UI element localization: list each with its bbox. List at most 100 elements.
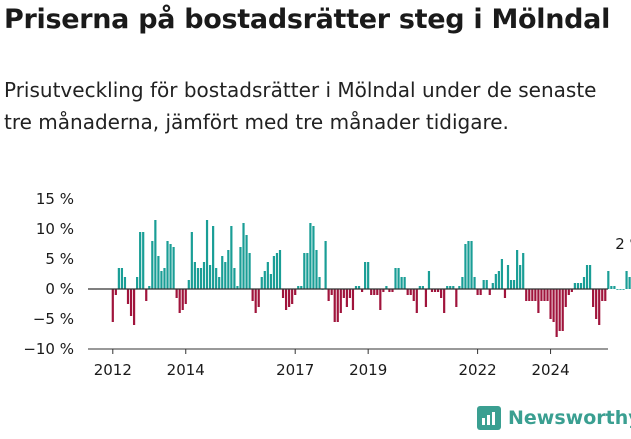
bar bbox=[592, 289, 595, 307]
bar bbox=[324, 241, 327, 289]
bar bbox=[233, 268, 236, 289]
bar bbox=[291, 289, 294, 304]
bar bbox=[351, 289, 355, 310]
bar bbox=[166, 241, 169, 289]
y-tick-label: 10 % bbox=[36, 220, 74, 238]
bar bbox=[537, 289, 540, 313]
bar bbox=[272, 256, 276, 289]
bar bbox=[357, 286, 361, 289]
bar bbox=[263, 271, 266, 289]
bar bbox=[148, 286, 151, 289]
bar bbox=[120, 268, 124, 289]
y-tick-label: 15 % bbox=[36, 190, 74, 208]
bar bbox=[339, 289, 342, 313]
bar bbox=[163, 268, 166, 289]
bar bbox=[275, 253, 279, 289]
bar bbox=[585, 265, 589, 289]
bar bbox=[509, 280, 513, 289]
bar bbox=[534, 289, 537, 301]
bar bbox=[318, 277, 321, 289]
newsworthy-logo: Newsworthy bbox=[476, 405, 631, 431]
x-tick-label: 2022 bbox=[459, 361, 497, 379]
bar bbox=[215, 268, 218, 289]
bar bbox=[205, 220, 209, 289]
bar bbox=[345, 289, 348, 307]
bar bbox=[288, 289, 291, 307]
bar bbox=[452, 286, 455, 289]
bar bbox=[391, 289, 394, 292]
bar bbox=[367, 262, 370, 289]
bar bbox=[458, 286, 461, 289]
bar bbox=[111, 289, 114, 322]
bar bbox=[373, 289, 376, 295]
bar bbox=[573, 283, 576, 289]
bar bbox=[424, 289, 428, 307]
bar bbox=[403, 277, 406, 289]
bar bbox=[266, 262, 269, 289]
y-tick-label: −5 % bbox=[33, 310, 74, 328]
bar bbox=[354, 286, 358, 289]
bar bbox=[294, 289, 297, 295]
bar bbox=[607, 271, 610, 289]
bar bbox=[123, 277, 127, 289]
bar bbox=[212, 226, 215, 289]
bar bbox=[482, 280, 485, 289]
bar bbox=[443, 289, 446, 313]
bar bbox=[196, 268, 200, 289]
bar bbox=[142, 232, 145, 289]
bar bbox=[467, 241, 470, 289]
bar bbox=[297, 286, 300, 289]
bar bbox=[604, 289, 607, 301]
bar bbox=[126, 289, 130, 304]
bar bbox=[242, 223, 245, 289]
bar bbox=[303, 253, 306, 289]
x-tick-label: 2017 bbox=[276, 361, 314, 379]
bar bbox=[360, 289, 364, 292]
bar bbox=[315, 250, 318, 289]
bar bbox=[382, 289, 385, 292]
bar bbox=[114, 289, 117, 295]
bar bbox=[449, 286, 452, 289]
bar bbox=[601, 289, 604, 301]
bar bbox=[491, 283, 494, 289]
bar bbox=[497, 271, 500, 289]
bar bbox=[479, 289, 482, 295]
bar bbox=[336, 289, 339, 322]
bar bbox=[470, 241, 473, 289]
bar bbox=[306, 253, 309, 289]
bar bbox=[485, 280, 488, 289]
bar bbox=[348, 289, 352, 298]
bar bbox=[433, 289, 437, 292]
bar bbox=[610, 286, 613, 289]
bar bbox=[379, 289, 382, 310]
bar bbox=[236, 286, 239, 289]
bar bbox=[476, 289, 479, 295]
bar bbox=[598, 289, 601, 325]
latest-value-label: 2 % bbox=[615, 235, 631, 253]
bar bbox=[269, 274, 272, 289]
bar bbox=[500, 259, 504, 289]
bar bbox=[129, 289, 133, 316]
bar bbox=[278, 250, 282, 289]
bar bbox=[628, 277, 631, 289]
bar bbox=[558, 289, 561, 331]
bar bbox=[397, 268, 400, 289]
bar bbox=[385, 286, 388, 289]
bar bbox=[552, 289, 555, 322]
bar bbox=[427, 271, 431, 289]
bar bbox=[227, 250, 230, 289]
x-tick-label: 2019 bbox=[349, 361, 387, 379]
bar bbox=[564, 289, 567, 307]
bar bbox=[531, 289, 534, 301]
bar bbox=[440, 289, 443, 298]
bar bbox=[260, 277, 263, 289]
bar bbox=[430, 289, 434, 292]
bar bbox=[257, 289, 260, 307]
bar bbox=[588, 265, 592, 289]
bar bbox=[300, 286, 303, 289]
bar bbox=[208, 265, 212, 289]
bar bbox=[549, 289, 552, 319]
bar bbox=[364, 262, 367, 289]
bar bbox=[239, 247, 242, 289]
bar bbox=[421, 286, 424, 289]
